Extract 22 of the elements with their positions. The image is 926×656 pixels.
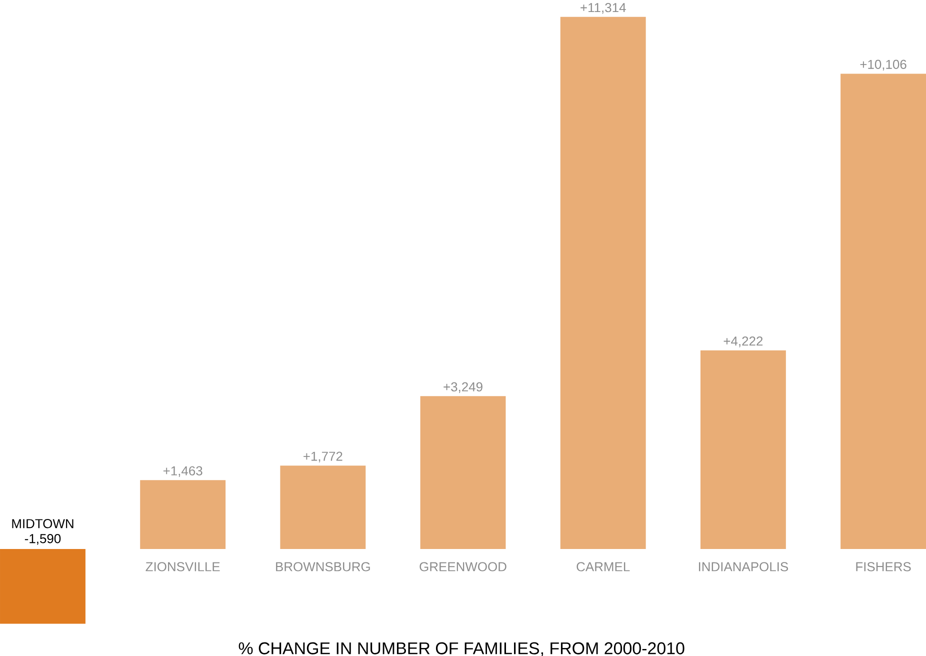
x-tick-label: GREENWOOD bbox=[420, 562, 506, 572]
x-tick-label: FISHERS bbox=[856, 562, 911, 572]
x-tick-label: CARMEL bbox=[576, 562, 630, 572]
bar bbox=[280, 465, 366, 549]
data-label: -1,590 bbox=[24, 534, 61, 545]
x-tick-label: MIDTOWN bbox=[12, 518, 74, 528]
bar bbox=[420, 396, 506, 549]
x-tick-label: INDIANAPOLIS bbox=[698, 562, 788, 572]
data-label: +1,463 bbox=[163, 466, 202, 477]
bar bbox=[140, 480, 226, 549]
x-tick-label: ZIONSVILLE bbox=[146, 562, 220, 572]
data-label: +1,772 bbox=[304, 452, 342, 462]
x-tick-label: BROWNSBURG bbox=[276, 562, 370, 572]
data-label: +11,314 bbox=[580, 2, 626, 14]
bar bbox=[560, 16, 646, 549]
x-axis-title: % CHANGE IN NUMBER OF FAMILIES, FROM 2000-2010 bbox=[238, 642, 684, 656]
data-label: +10,106 bbox=[860, 60, 906, 70]
data-label: +4,222 bbox=[724, 336, 763, 348]
bar bbox=[700, 350, 786, 549]
bar bbox=[840, 74, 926, 549]
bar bbox=[0, 548, 86, 624]
data-label: +3,249 bbox=[444, 382, 482, 393]
